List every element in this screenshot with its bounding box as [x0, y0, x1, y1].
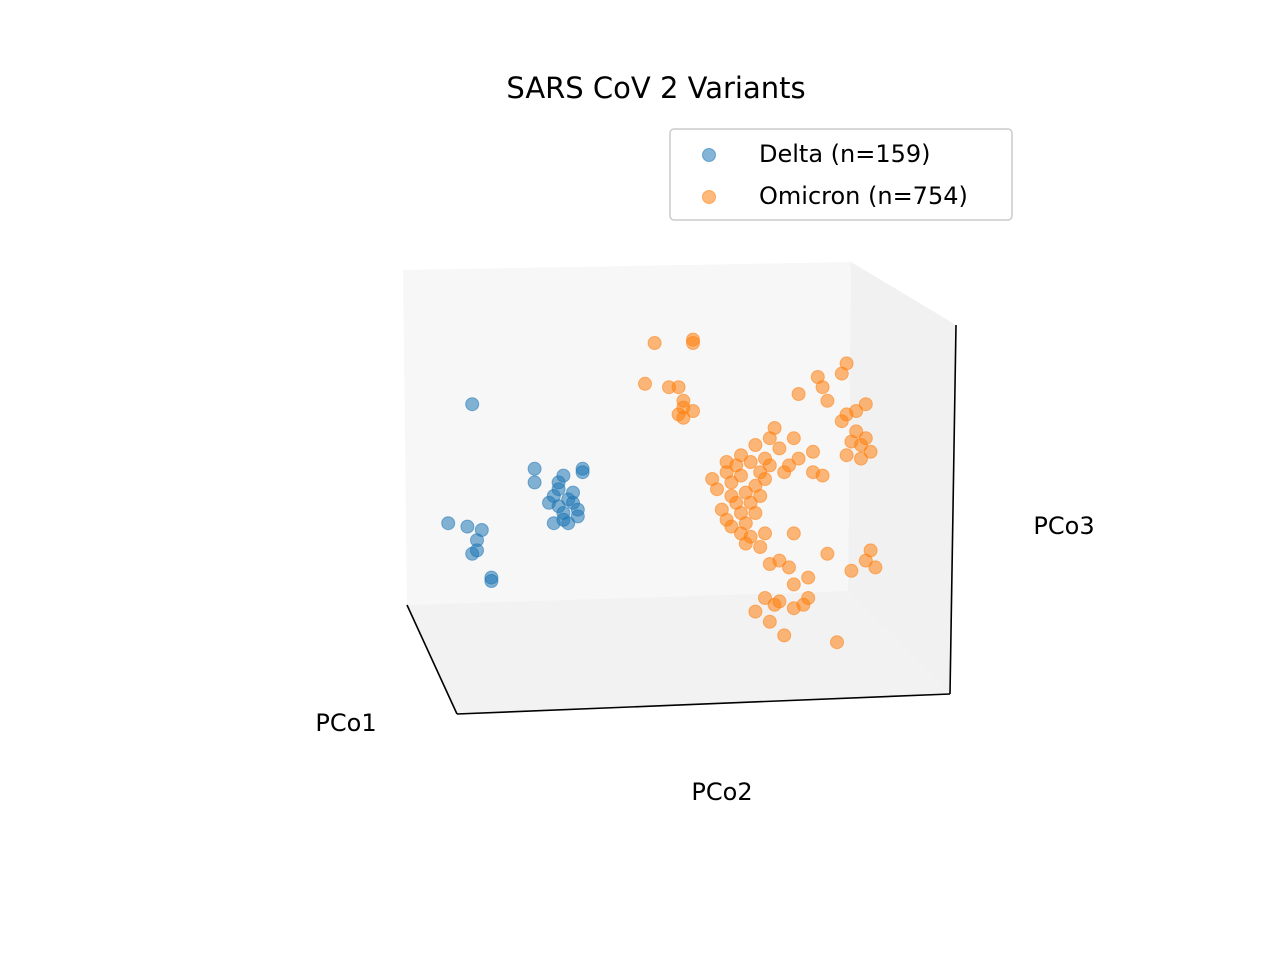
chart-title: SARS CoV 2 Variants	[506, 71, 805, 105]
point-omicron-51	[849, 404, 864, 418]
point-omicron-46	[791, 387, 806, 401]
point-omicron-44	[786, 431, 801, 446]
point-omicron-64	[782, 560, 796, 575]
point-omicron-67	[786, 577, 801, 592]
point-omicron-79	[863, 543, 878, 558]
point-delta-9	[527, 461, 542, 476]
pco1-axis-label: PCo1	[315, 709, 376, 737]
legend: Delta (n=159) Omicron (n=754)	[669, 128, 1013, 221]
point-omicron-12	[710, 482, 724, 497]
legend-label-delta: Delta (n=159)	[759, 140, 931, 168]
pco1-axis-line	[406, 604, 458, 715]
point-omicron-58	[854, 451, 868, 466]
point-omicron-31	[748, 438, 763, 452]
point-delta-12	[556, 468, 571, 483]
point-omicron-84	[753, 540, 768, 554]
point-omicron-59	[863, 444, 878, 459]
point-omicron-69	[758, 591, 772, 605]
point-omicron-81	[830, 635, 844, 650]
point-omicron-66	[772, 553, 787, 568]
point-omicron-10	[676, 410, 691, 425]
point-omicron-70	[748, 604, 763, 619]
point-delta-27	[542, 495, 556, 510]
point-omicron-87	[748, 506, 763, 520]
point-delta-1	[441, 516, 456, 531]
points-layer	[441, 332, 883, 650]
point-omicron-61	[810, 370, 825, 384]
point-omicron-40	[782, 458, 796, 473]
point-omicron-3	[638, 376, 652, 391]
point-omicron-0	[647, 336, 662, 350]
point-omicron-37	[738, 536, 753, 551]
point-omicron-63	[786, 526, 801, 541]
legend-marker-omicron	[702, 190, 716, 204]
point-delta-4	[474, 523, 489, 537]
point-delta-26	[551, 482, 566, 497]
point-delta-0	[465, 397, 480, 412]
point-omicron-56	[858, 431, 873, 446]
point-omicron-32	[724, 489, 739, 503]
point-omicron-68	[801, 570, 816, 585]
point-omicron-14	[724, 475, 739, 490]
point-omicron-34	[724, 519, 739, 534]
point-omicron-41	[791, 451, 806, 466]
point-omicron-86	[753, 489, 768, 503]
legend-label-omicron: Omicron (n=754)	[759, 182, 968, 210]
point-delta-8	[484, 574, 499, 588]
point-delta-2	[460, 519, 475, 534]
point-omicron-52	[858, 397, 873, 412]
point-omicron-83	[801, 591, 816, 605]
point-omicron-5	[671, 380, 686, 395]
point-omicron-38	[758, 526, 772, 541]
point-omicron-17	[743, 455, 758, 469]
point-delta-24	[566, 485, 580, 500]
point-omicron-72	[772, 594, 787, 609]
point-omicron-29	[772, 441, 787, 456]
point-omicron-48	[820, 393, 835, 408]
point-omicron-76	[820, 546, 835, 561]
side-pane	[848, 262, 956, 694]
point-omicron-2	[686, 336, 700, 350]
pco3-axis-line	[949, 324, 957, 695]
point-omicron-89	[758, 472, 772, 486]
point-omicron-30	[762, 458, 777, 473]
point-omicron-82	[777, 628, 792, 643]
point-omicron-80	[868, 560, 883, 575]
point-delta-22	[561, 516, 576, 531]
point-delta-14	[575, 465, 590, 480]
point-delta-10	[527, 475, 542, 490]
pco3-axis-label: PCo3	[1033, 512, 1094, 540]
point-omicron-75	[762, 614, 777, 629]
point-omicron-9	[686, 404, 700, 418]
point-delta-6	[470, 543, 484, 558]
pco2-axis-line	[456, 693, 951, 715]
point-omicron-16	[734, 468, 748, 483]
point-omicron-28	[767, 421, 782, 435]
point-omicron-85	[734, 448, 748, 463]
point-omicron-77	[844, 563, 859, 578]
point-delta-25	[570, 502, 585, 517]
pco2-axis-label: PCo2	[691, 778, 752, 806]
point-omicron-42	[806, 444, 820, 459]
floor-pane	[407, 591, 950, 714]
legend-box	[669, 128, 1013, 221]
point-omicron-45	[815, 468, 830, 483]
point-delta-21	[546, 516, 561, 531]
point-omicron-57	[839, 448, 854, 463]
point-omicron-62	[834, 366, 849, 381]
point-omicron-88	[719, 455, 734, 469]
legend-marker-delta	[702, 148, 716, 162]
